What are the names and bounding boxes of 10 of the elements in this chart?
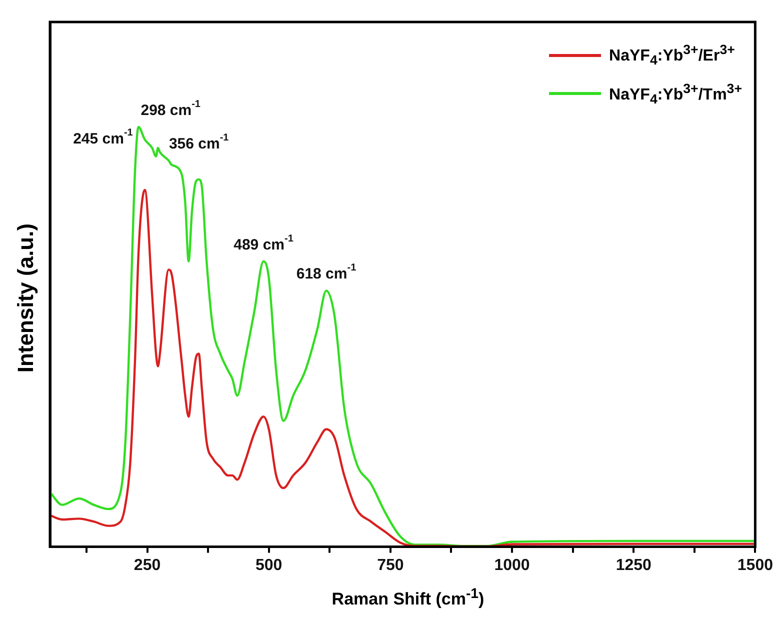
x-axis-title: Raman Shift (cm$^{-1}$) <box>332 586 484 610</box>
legend-label: NaYF$_{4}$:Yb$^{3+}$/Er$^{3+}$ <box>609 41 735 70</box>
legend-label: NaYF$_{4}$:Yb$^{3+}$/Tm$^{3+}$ <box>609 80 742 108</box>
y-axis-title: Intensity (a.u.) <box>13 223 39 373</box>
x-tick-label: 500 <box>256 556 282 574</box>
x-tick-label: 750 <box>377 556 404 574</box>
x-tick-label: 1500 <box>737 556 774 574</box>
x-tick-label: 1250 <box>616 556 652 574</box>
x-tick-label: 1000 <box>494 556 530 574</box>
x-tick-label: 250 <box>134 556 161 574</box>
